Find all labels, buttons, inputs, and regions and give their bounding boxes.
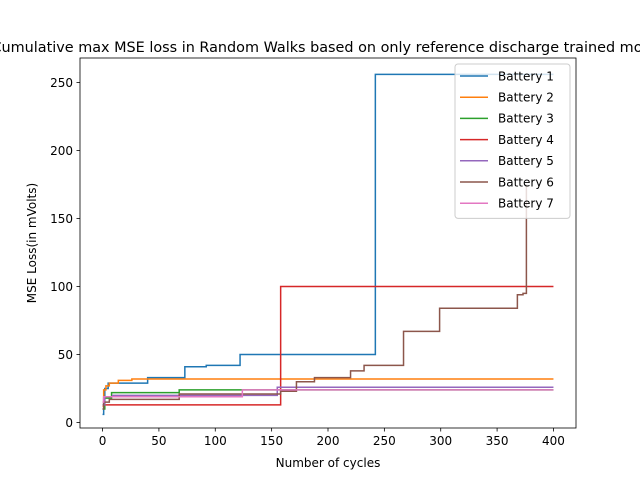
y-tick-label: 0 (65, 416, 73, 430)
legend-label-battery-7: Battery 7 (498, 197, 554, 211)
legend-label-battery-5: Battery 5 (498, 154, 554, 168)
y-tick-label: 100 (50, 280, 73, 294)
x-tick-label: 0 (99, 434, 107, 448)
y-tick-label: 250 (50, 76, 73, 90)
x-tick-label: 50 (151, 434, 166, 448)
y-tick-label: 50 (58, 348, 73, 362)
x-tick-label: 100 (204, 434, 227, 448)
x-tick-label: 150 (260, 434, 283, 448)
legend-label-battery-1: Battery 1 (498, 69, 554, 83)
x-axis: 0 50 100 150 200 250 300 350 400 (99, 428, 565, 448)
series-line-battery-4 (102, 285, 554, 406)
legend-label-battery-6: Battery 6 (498, 175, 554, 189)
y-tick-label: 150 (50, 212, 73, 226)
x-tick-label: 200 (317, 434, 340, 448)
series-line-battery-3 (102, 389, 554, 410)
chart-title: Cumulative max MSE loss in Random Walks … (0, 40, 640, 56)
y-tick-label: 200 (50, 144, 73, 158)
x-tick-label: 350 (486, 434, 509, 448)
y-axis-label: MSE Loss(in mVolts) (25, 183, 39, 303)
series-layer (102, 73, 554, 416)
x-tick-label: 300 (429, 434, 452, 448)
series-line-battery-7 (102, 389, 554, 403)
series-line-battery-6 (102, 184, 528, 410)
legend-label-battery-2: Battery 2 (498, 91, 554, 105)
x-tick-label: 400 (542, 434, 565, 448)
legend-label-battery-4: Battery 4 (498, 133, 554, 147)
y-axis: 0 50 100 150 200 250 (50, 76, 80, 430)
series-line-battery-2 (102, 378, 554, 407)
legend-label-battery-3: Battery 3 (498, 112, 554, 126)
x-axis-label: Number of cycles (276, 456, 381, 470)
legend: Battery 1 Battery 2 Battery 3 Battery 4 Batt… (454, 63, 571, 219)
x-tick-label: 250 (373, 434, 396, 448)
legend-box (454, 63, 571, 219)
